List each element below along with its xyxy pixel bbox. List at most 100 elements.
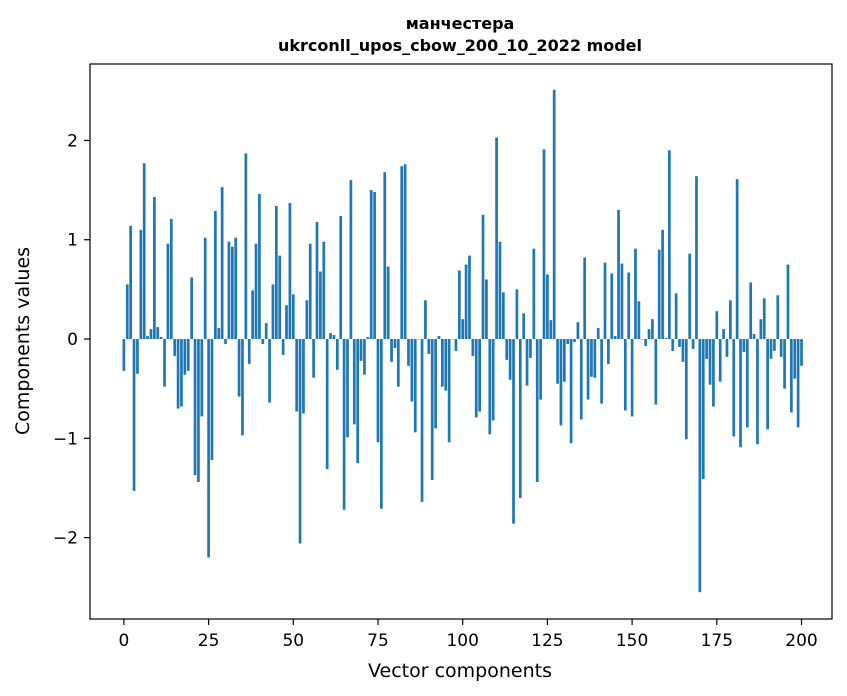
bar	[789, 339, 793, 413]
bar	[271, 284, 275, 340]
bar	[529, 339, 532, 358]
bar	[376, 339, 380, 443]
bar	[125, 284, 129, 340]
bar	[776, 295, 780, 340]
bar	[654, 339, 658, 405]
bars-group	[122, 89, 803, 593]
bar	[627, 272, 631, 340]
bar	[623, 339, 627, 411]
bar	[159, 337, 163, 340]
bar	[502, 292, 505, 340]
bar	[210, 339, 214, 461]
bar	[701, 339, 705, 480]
bar	[217, 328, 221, 340]
bar	[302, 339, 305, 414]
bar	[508, 339, 512, 380]
bar	[695, 176, 698, 340]
bar	[413, 339, 417, 433]
bar	[485, 279, 488, 340]
bar	[607, 339, 610, 364]
bar	[410, 339, 414, 402]
bar	[363, 339, 366, 375]
bar	[773, 339, 776, 351]
bar	[214, 210, 217, 340]
bar	[495, 137, 498, 340]
bar	[393, 339, 397, 348]
bar	[403, 164, 407, 340]
bar	[657, 249, 661, 340]
bar	[424, 300, 427, 340]
bar	[258, 194, 261, 340]
bar	[407, 339, 410, 366]
bar	[183, 339, 187, 375]
bar	[766, 339, 769, 430]
bar	[644, 339, 648, 346]
bar	[444, 339, 448, 391]
bar	[203, 237, 207, 340]
bar	[132, 339, 136, 491]
bar	[481, 214, 485, 340]
bar	[596, 328, 600, 340]
y-axis-label: Components values	[12, 247, 34, 435]
bar	[698, 339, 702, 593]
bar	[542, 149, 546, 340]
bar	[264, 323, 268, 340]
bar	[783, 339, 786, 389]
bar	[522, 313, 526, 340]
bar	[261, 339, 265, 344]
bar	[197, 339, 200, 482]
bar	[762, 298, 766, 340]
x-tick-label: 100	[446, 631, 478, 651]
bar	[335, 339, 339, 370]
bar	[718, 339, 722, 382]
bar	[176, 339, 180, 409]
bar	[349, 180, 353, 340]
bar	[156, 327, 160, 340]
bar	[180, 339, 183, 407]
bar	[454, 339, 458, 351]
x-axis-label: Vector components	[368, 660, 552, 682]
bar	[319, 271, 322, 340]
bar	[234, 237, 238, 340]
bar	[637, 301, 641, 340]
bar	[674, 293, 678, 340]
bar	[759, 319, 763, 340]
bar	[434, 339, 437, 429]
bar	[488, 339, 492, 435]
y-tick-label: −2	[53, 529, 78, 549]
bar	[559, 339, 563, 426]
bar	[298, 339, 302, 544]
bar	[681, 339, 685, 362]
bar	[352, 339, 356, 425]
bar	[779, 339, 783, 357]
bar	[620, 263, 624, 340]
x-axis-ticks: 0 25 50 75 100 125 150 175 200	[118, 619, 818, 651]
bar	[562, 339, 566, 382]
bar	[634, 248, 637, 340]
bar	[288, 203, 292, 340]
bar	[712, 339, 715, 407]
bar	[190, 277, 193, 340]
bar	[505, 339, 509, 360]
bar	[457, 270, 461, 340]
bar	[576, 322, 580, 340]
bar	[230, 246, 234, 340]
bar	[498, 241, 502, 340]
bar	[169, 218, 173, 340]
bar	[688, 253, 692, 340]
bar	[769, 339, 773, 359]
bar	[786, 264, 790, 340]
bar	[556, 339, 559, 384]
bar	[735, 179, 739, 340]
bar	[396, 339, 400, 387]
bar	[129, 225, 133, 340]
bar	[552, 89, 556, 340]
bar	[339, 215, 343, 340]
bar	[380, 339, 383, 509]
plot-frame	[89, 63, 833, 620]
bar	[359, 339, 363, 361]
bar	[569, 339, 573, 444]
bar	[630, 339, 634, 417]
bar	[583, 257, 587, 340]
bar	[295, 339, 299, 412]
